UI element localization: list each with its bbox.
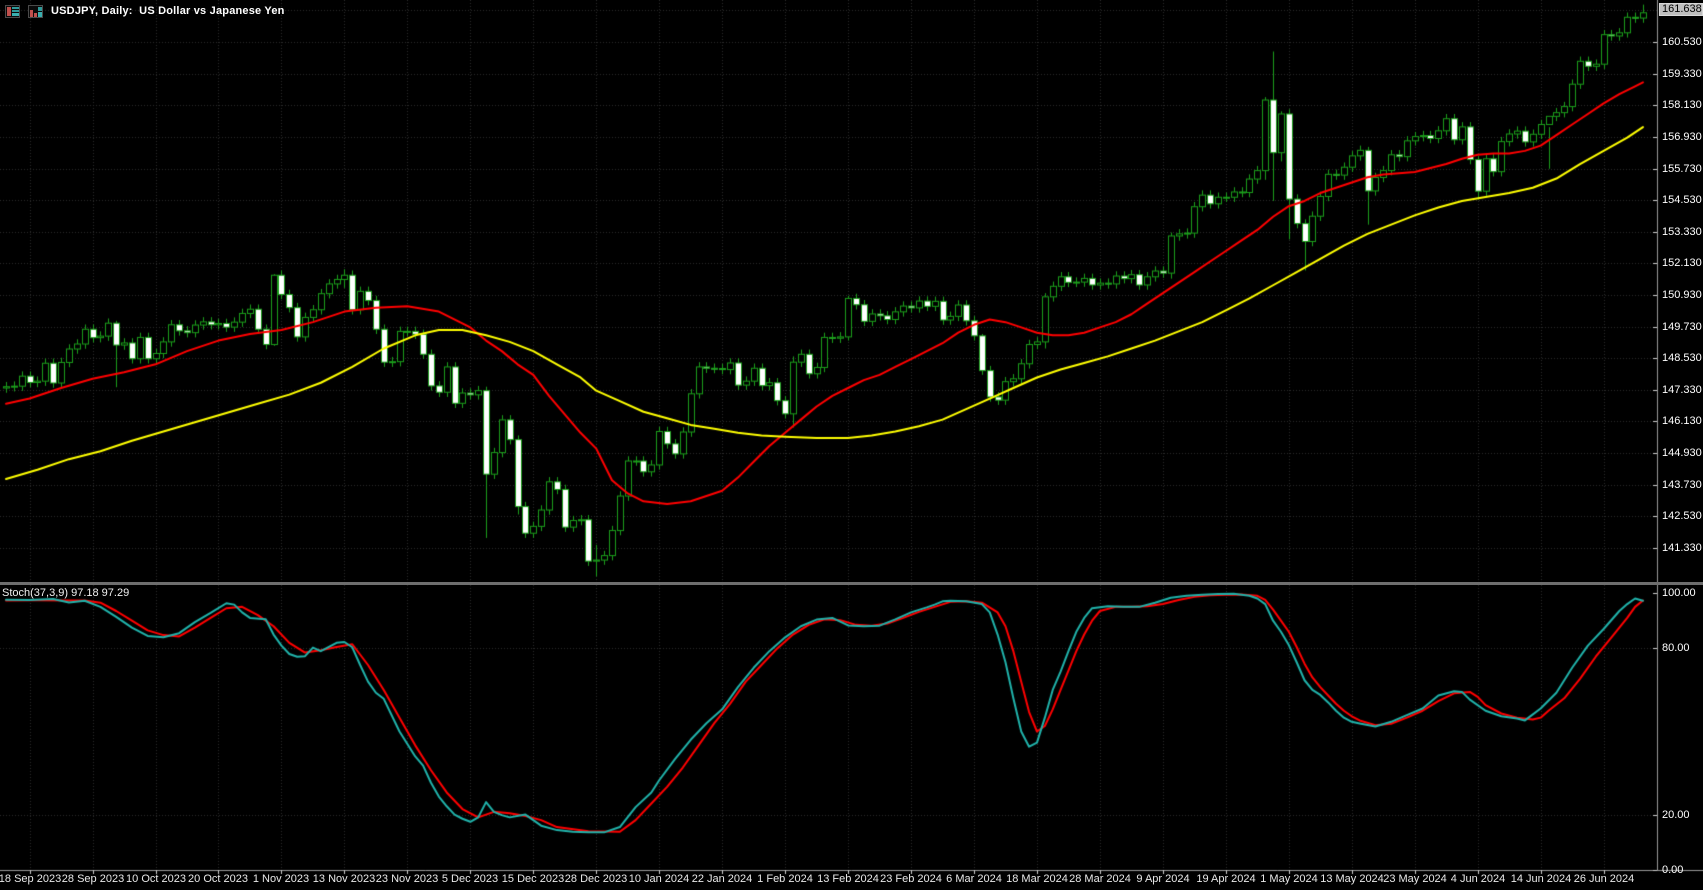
date-axis-label: 1 Feb 2024: [757, 873, 813, 885]
price-axis-label: 154.530: [1662, 194, 1702, 206]
date-axis-label: 6 Mar 2024: [946, 873, 1002, 885]
chart-title: USDJPY, Daily: US Dollar vs Japanese Yen: [51, 5, 285, 17]
date-axis-label: 15 Dec 2023: [501, 873, 565, 885]
date-axis-label: 14 Jun 2024: [1510, 873, 1572, 885]
date-axis-label: 5 Dec 2023: [441, 873, 499, 885]
date-axis-label: 20 Oct 2023: [188, 873, 248, 885]
price-axis-label: 141.330: [1662, 542, 1702, 554]
date-axis-label: 28 Sep 2023: [61, 873, 125, 885]
date-axis-label: 9 Apr 2024: [1136, 873, 1190, 885]
date-axis-label: 18 Mar 2024: [1006, 873, 1068, 885]
pane-splitter[interactable]: [0, 582, 1703, 585]
date-axis-label: 4 Jun 2024: [1450, 873, 1506, 885]
price-axis-label: 148.530: [1662, 352, 1702, 364]
price-axis-label: 159.330: [1662, 68, 1702, 80]
price-axis-label: 144.930: [1662, 447, 1702, 459]
date-axis-label: 28 Mar 2024: [1069, 873, 1131, 885]
current-price-value: 161.638: [1662, 3, 1702, 15]
price-axis-label: 156.930: [1662, 131, 1702, 143]
indicator-header: Stoch(37,3,9) 97.18 97.29: [2, 587, 129, 599]
date-axis-label: 13 Feb 2024: [817, 873, 879, 885]
price-axis-label: 142.530: [1662, 510, 1702, 522]
price-axis-label: 153.330: [1662, 226, 1702, 238]
date-axis-label: 13 May 2024: [1320, 873, 1384, 885]
date-axis-label: 23 May 2024: [1383, 873, 1447, 885]
indicator-name: Stoch(37,3,9): [2, 587, 69, 599]
date-axis-label: 13 Nov 2023: [312, 873, 376, 885]
date-axis-label: 23 Feb 2024: [880, 873, 942, 885]
price-axis-label: 149.730: [1662, 321, 1702, 333]
date-axis-label: 10 Oct 2023: [126, 873, 186, 885]
chart-titlebar: USDJPY, Daily: US Dollar vs Japanese Yen: [5, 3, 285, 19]
price-axis-label: 158.130: [1662, 99, 1702, 111]
price-axis-label: 147.330: [1662, 384, 1702, 396]
date-axis-label: 18 Sep 2023: [0, 873, 62, 885]
date-axis-label: 19 Apr 2024: [1196, 873, 1256, 885]
date-axis-label: 1 May 2024: [1260, 873, 1318, 885]
price-axis-label: 155.730: [1662, 163, 1702, 175]
date-axis-label: 22 Jan 2024: [691, 873, 753, 885]
price-axis-label: 143.730: [1662, 479, 1702, 491]
indicator-values: 97.18 97.29: [68, 587, 130, 599]
price-axis-label: 146.130: [1662, 415, 1702, 427]
chart-window-icon: [28, 4, 43, 18]
symbol-table-icon: [5, 4, 20, 18]
date-axis-label: 1 Nov 2023: [252, 873, 310, 885]
price-axis-label: 152.130: [1662, 257, 1702, 269]
price-axis-label: 150.930: [1662, 289, 1702, 301]
date-axis-label: 28 Dec 2023: [564, 873, 628, 885]
indicator-axis-label: 20.00: [1662, 809, 1690, 821]
date-axis-label: 10 Jan 2024: [628, 873, 690, 885]
date-axis-label: 23 Nov 2023: [375, 873, 439, 885]
date-axis-label: 26 Jun 2024: [1573, 873, 1635, 885]
price-axis-label: 160.530: [1662, 36, 1702, 48]
indicator-axis-label: 80.00: [1662, 642, 1690, 654]
indicator-axis-label: 100.00: [1662, 587, 1696, 599]
current-price-tag: 161.638: [1659, 3, 1703, 16]
indicator-axis-label: 0.00: [1662, 864, 1684, 876]
